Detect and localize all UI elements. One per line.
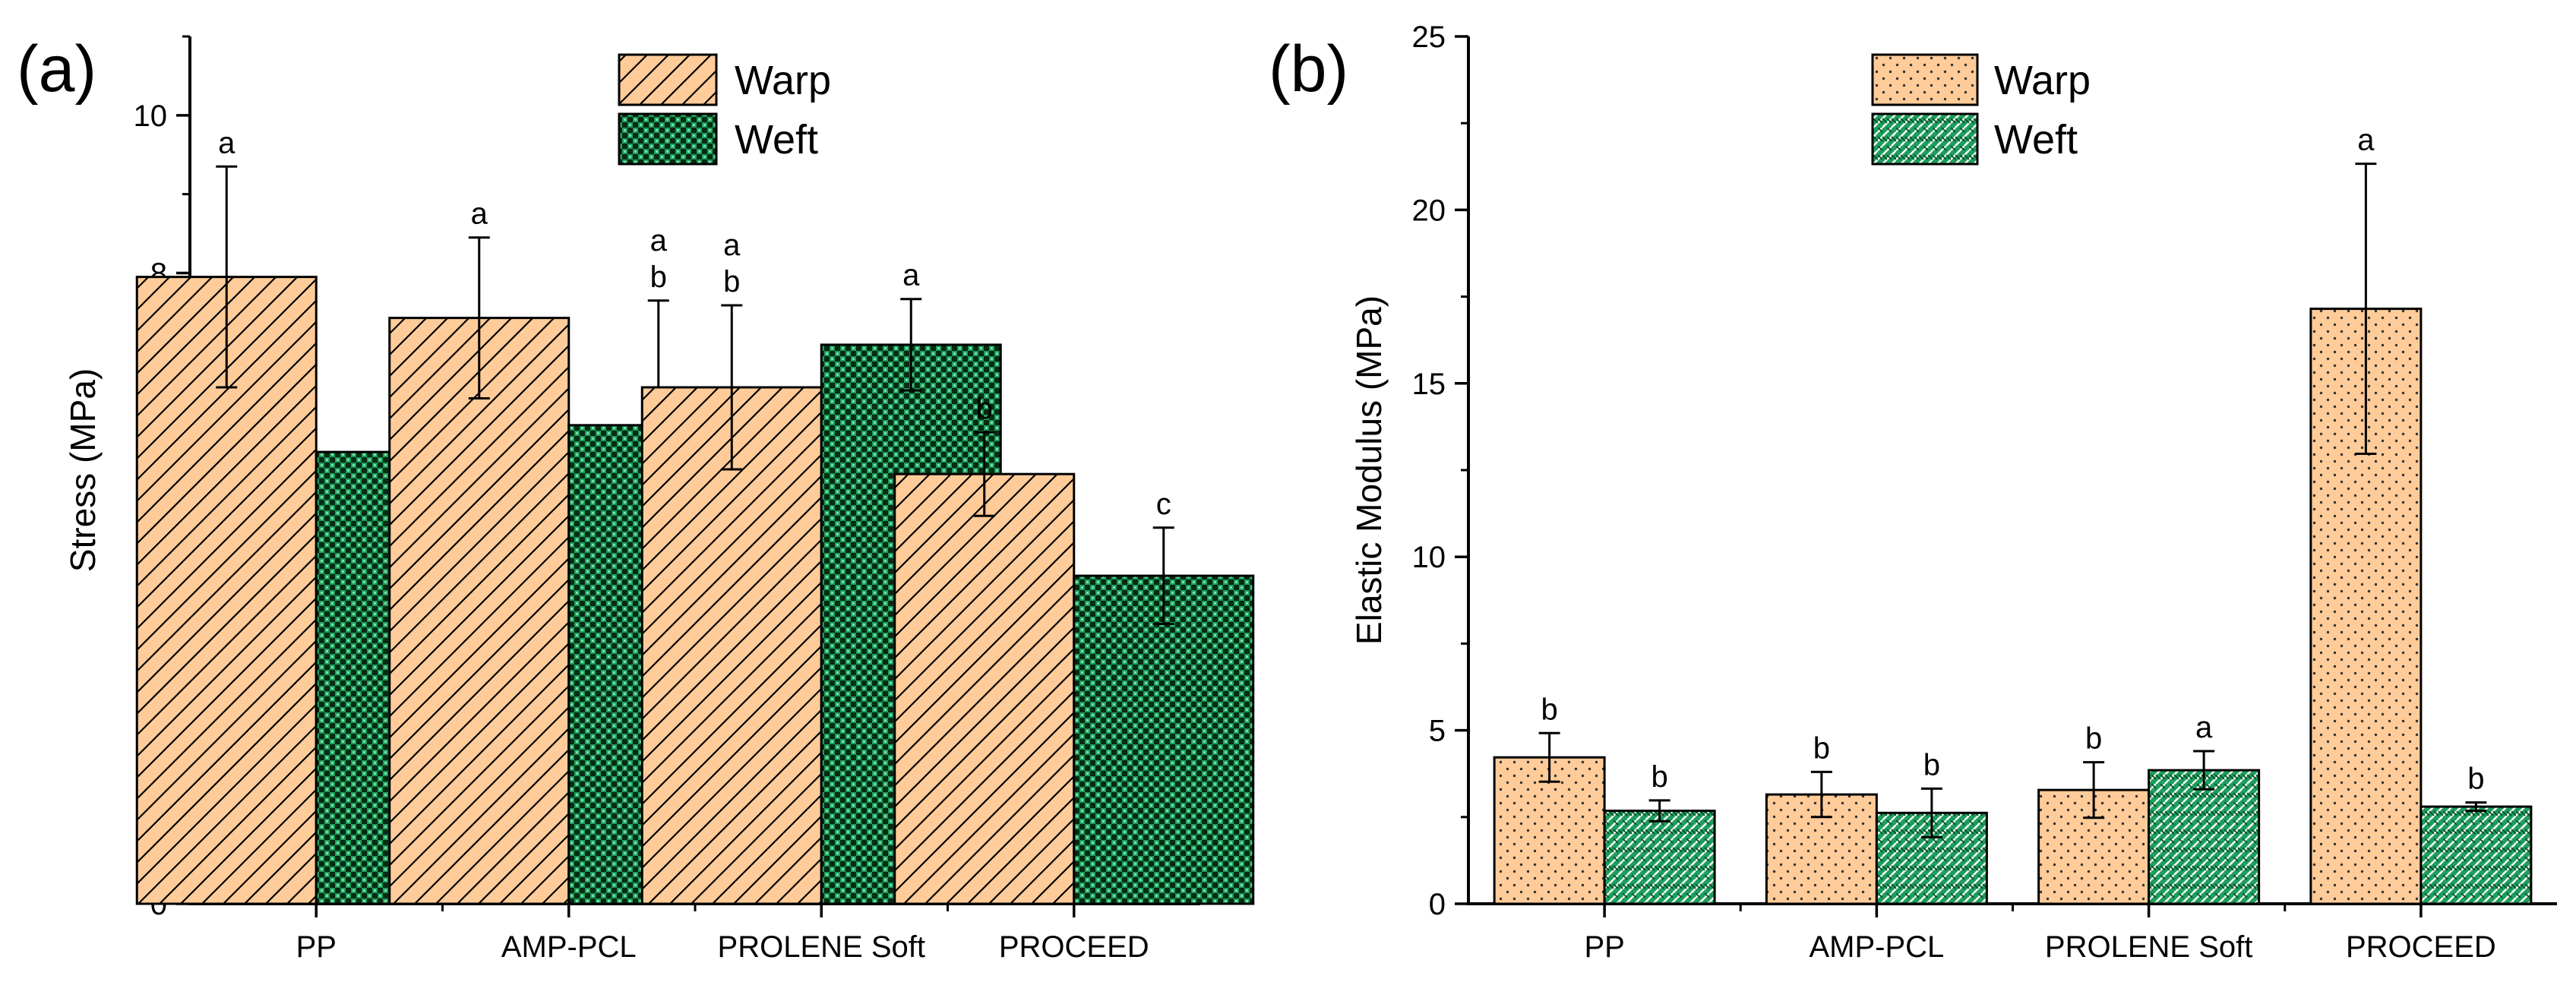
y-tick-label: 10 bbox=[1412, 541, 1446, 574]
legend-swatch-weft bbox=[618, 112, 718, 166]
legend-label-weft: Weft bbox=[1994, 117, 2078, 163]
significance-letter: a bbox=[2195, 711, 2213, 744]
legend-swatch-warp bbox=[1871, 53, 1979, 106]
legend-label-warp: Warp bbox=[1994, 58, 2091, 103]
significance-letter: b bbox=[2085, 722, 2102, 756]
bar-weft bbox=[2420, 805, 2533, 905]
significance-letter: b bbox=[1813, 731, 1830, 765]
x-tick-label: PROCEED bbox=[999, 930, 1149, 964]
significance-letter: b bbox=[650, 260, 667, 294]
x-tick-label: PP bbox=[1584, 930, 1624, 964]
legend-swatch-warp bbox=[618, 53, 718, 106]
significance-letter: b bbox=[1651, 760, 1668, 794]
bar-warp bbox=[2037, 788, 2151, 905]
y-tick-label: 5 bbox=[1429, 715, 1446, 748]
y-axis-title: Elastic Modulus (MPa) bbox=[1349, 295, 1389, 645]
significance-letter: b bbox=[2467, 763, 2484, 796]
y-tick-label: 0 bbox=[1429, 888, 1446, 921]
x-tick-label: PROCEED bbox=[2346, 930, 2496, 964]
x-tick-label: PROLENE Soft bbox=[718, 930, 925, 964]
significance-letter: a bbox=[218, 126, 235, 159]
bar-weft bbox=[1603, 810, 1716, 905]
panel-b-elastic-modulus-chart: (b) Elastic Modulus (MPa) 0 5 10 15 20 25 PP b b AM… bbox=[1269, 21, 2557, 964]
x-tick-label: PROLENE Soft bbox=[2045, 930, 2252, 964]
significance-letter: a bbox=[723, 229, 741, 262]
significance-letter: a bbox=[471, 197, 488, 231]
x-tick-label: AMP-PCL bbox=[1809, 930, 1944, 964]
significance-letter: a bbox=[902, 259, 920, 292]
bar-warp bbox=[388, 317, 571, 905]
y-tick-label: 20 bbox=[1412, 194, 1446, 227]
legend-label-warp: Warp bbox=[735, 58, 831, 103]
bar-weft bbox=[1073, 574, 1255, 905]
y-axis-title: Stress (MPa) bbox=[63, 368, 103, 572]
significance-letter: c bbox=[1156, 488, 1171, 521]
panel-label: (b) bbox=[1269, 33, 1348, 106]
significance-letter: b bbox=[1541, 693, 1558, 726]
panel-a-stress-chart: (a)Stress (MPa)0246810PPabAMP-PCLaabPROL… bbox=[17, 33, 1255, 964]
x-tick-label: PP bbox=[296, 930, 337, 964]
bar-warp bbox=[640, 386, 823, 905]
y-tick-label: 15 bbox=[1412, 368, 1446, 401]
significance-letter: b bbox=[976, 392, 993, 425]
significance-letter: b bbox=[1923, 748, 1940, 781]
significance-letter: b bbox=[723, 265, 740, 298]
bar-warp bbox=[893, 472, 1076, 905]
significance-letter: a bbox=[2357, 124, 2375, 157]
legend-swatch-weft bbox=[1871, 112, 1979, 166]
significance-letter: a bbox=[650, 224, 668, 257]
y-tick-label: 25 bbox=[1412, 21, 1446, 54]
y-tick-label: 10 bbox=[134, 99, 168, 133]
x-tick-label: AMP-PCL bbox=[501, 930, 637, 964]
bar-weft bbox=[2148, 769, 2261, 905]
legend-label-weft: Weft bbox=[735, 117, 818, 163]
panel-label: (a) bbox=[17, 33, 96, 106]
